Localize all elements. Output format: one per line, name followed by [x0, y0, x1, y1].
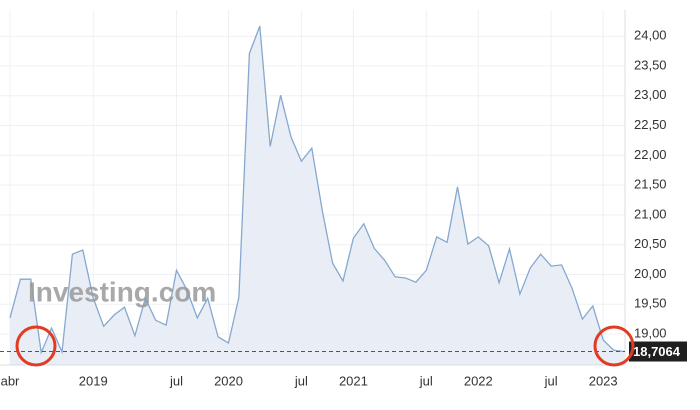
highlight-circle: [593, 325, 635, 367]
y-tick-label: 19,50: [634, 296, 667, 311]
x-tick-label: abr: [1, 373, 20, 388]
x-tick-label: 2022: [464, 373, 493, 388]
x-tick-label: jul: [544, 373, 558, 388]
overlay: 18,7064: [0, 341, 687, 362]
highlight-circle: [15, 325, 57, 367]
y-tick-label: 23,50: [634, 57, 667, 72]
y-tick-label: 20,00: [634, 266, 667, 281]
x-tick-label: jul: [294, 373, 308, 388]
x-tick-label: jul: [169, 373, 183, 388]
last-price-label: 18,7064: [633, 344, 681, 359]
y-tick-label: 23,00: [634, 87, 667, 102]
y-tick-label: 19,00: [634, 325, 667, 340]
last-price-box: [629, 341, 687, 362]
x-tick-label: jul: [419, 373, 433, 388]
line: [9, 25, 625, 355]
y-tick-label: 24,00: [634, 28, 667, 43]
y-tick-label: 21,50: [634, 177, 667, 192]
x-tick-label: 2019: [79, 373, 108, 388]
x-tick-label: 2021: [339, 373, 368, 388]
y-tick-label: 22,50: [634, 117, 667, 132]
y-tick-label: 22,00: [634, 147, 667, 162]
area: [10, 26, 624, 365]
x-tick-label: 2023: [589, 373, 618, 388]
watermark: Investing.com: [28, 276, 216, 307]
y-tick-label: 21,00: [634, 206, 667, 221]
plot: [9, 25, 625, 365]
y-tick-label: 20,50: [634, 236, 667, 251]
x-tick-label: 2020: [214, 373, 243, 388]
